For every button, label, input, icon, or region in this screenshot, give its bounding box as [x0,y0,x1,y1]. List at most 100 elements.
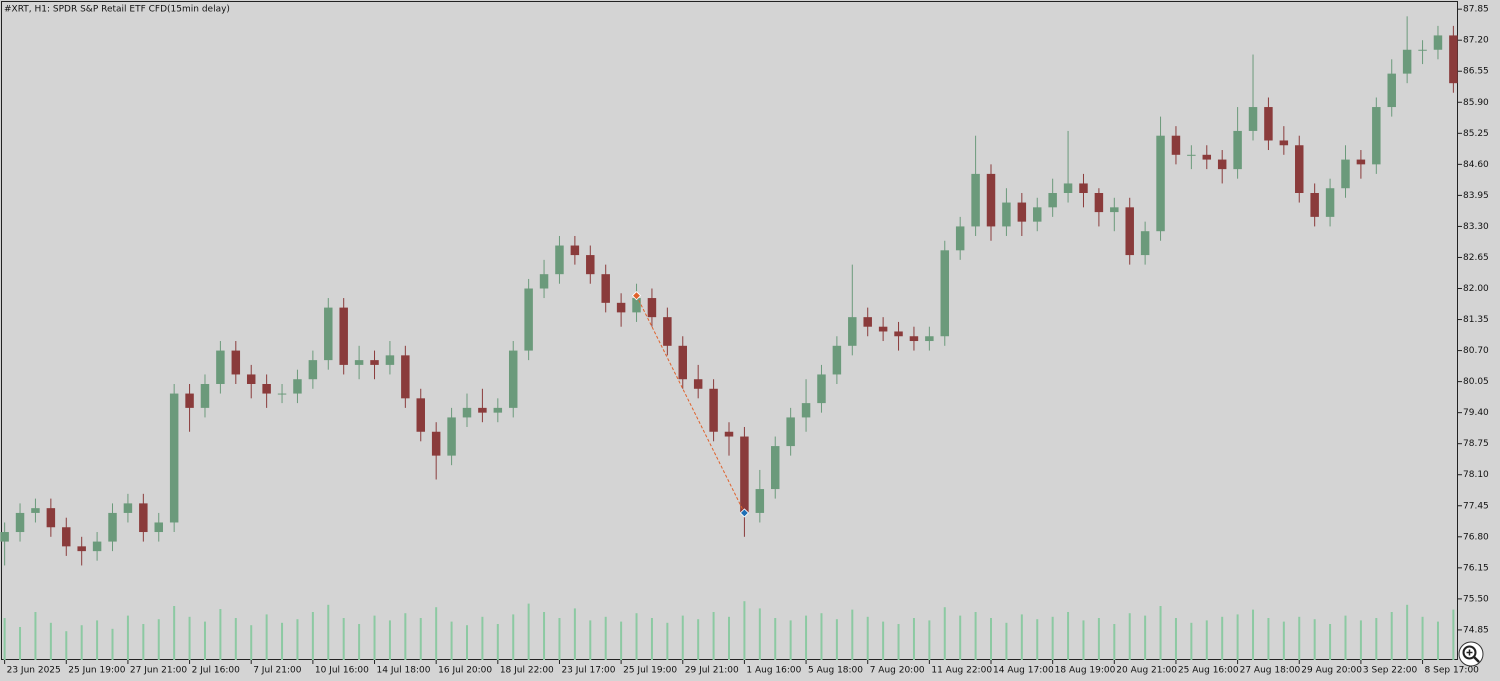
y-tick-label: 80.70 [1463,346,1489,356]
candle-body [909,336,919,342]
candle-body [740,436,749,513]
y-tick-label: 82.65 [1463,253,1489,263]
candle-body [62,527,71,547]
candle-body [92,541,102,552]
x-tick-label: 29 Jul 21:00 [685,666,739,676]
x-tick-label: 14 Aug 17:00 [993,666,1054,676]
candle-body [216,350,225,385]
candle-body [601,274,610,303]
candle-body [1295,145,1304,194]
y-tick-label: 83.95 [1463,191,1489,201]
zoom-handle [1473,656,1480,663]
candle-body [1187,154,1196,156]
candle-body [200,384,210,408]
candle-body [416,398,425,432]
candle-body [724,431,734,437]
candle-body [801,403,811,418]
candle-body [1325,188,1335,217]
candle-body [1048,193,1057,208]
y-tick-label: 78.10 [1463,470,1489,480]
x-tick-label: 3 Sep 22:00 [1363,666,1418,676]
candle-body [539,274,549,289]
y-tick-label: 76.15 [1463,563,1489,573]
x-tick-label: 7 Aug 20:00 [870,666,925,676]
candle-body [31,508,40,513]
candle-body [955,226,965,251]
y-tick-label: 76.80 [1463,532,1489,542]
candle-body [1233,130,1242,170]
candle-body [77,546,86,552]
x-tick-label: 8 Sep 17:00 [1425,666,1480,676]
x-tick-label: 23 Jun 2025 [7,666,61,676]
x-tick-label: 5 Aug 18:00 [808,666,863,676]
x-tick-label: 25 Jun 19:00 [68,666,125,676]
y-tick-label: 75.50 [1463,594,1489,604]
candle-body [385,355,395,365]
y-tick-label: 80.05 [1463,377,1489,387]
candle-body [431,431,441,456]
candle-body [1387,73,1396,108]
candle-body [1372,107,1381,165]
candle-body [786,417,795,447]
zoom-button[interactable] [1458,641,1484,667]
candle-body [1079,183,1088,194]
candle-body [940,250,950,337]
candle-body [1033,207,1042,222]
candle-body [1264,107,1273,141]
trade-entry [631,291,642,301]
x-tick-label: 20 Aug 21:00 [1116,666,1177,676]
candle-body [478,407,487,413]
x-tick-label: 29 Aug 20:00 [1301,666,1362,676]
candle-body [262,384,271,394]
x-tick-label: 10 Jul 16:00 [315,666,369,676]
axis-layer: 87.85 87.20 86.55 85.90 85.25 84.60 83.95 83.30… [4,5,1489,676]
candle-body [832,345,842,375]
x-tick-label: 16 Jul 20:00 [438,666,492,676]
y-tick-label: 86.55 [1463,67,1489,77]
trade-line [636,295,745,514]
y-tick-label: 87.20 [1463,36,1489,46]
x-tick-label: 18 Aug 19:00 [1055,666,1116,676]
price-layer [0,16,1458,566]
candle-body [663,317,672,346]
candle-body [586,255,595,275]
x-tick-label: 18 Jul 22:00 [500,666,554,676]
y-tick-label: 87.85 [1463,5,1489,15]
candle-body [401,355,410,399]
candle-body [1356,159,1366,165]
candle-body [339,307,348,365]
x-tick-label: 25 Jul 19:00 [623,666,677,676]
candle-body [246,374,256,385]
candle-body [154,522,163,533]
y-tick-label: 85.25 [1463,129,1489,139]
x-tick-label: 27 Aug 18:00 [1240,666,1301,676]
candle-body [447,417,456,456]
candle-body [709,388,718,432]
candle-body [524,288,533,351]
candle-body [817,374,826,404]
candle-body [139,503,148,533]
candle-body [1156,135,1165,232]
candle-body [555,245,564,275]
candle-body [1449,35,1458,84]
candle-body [755,489,765,513]
candle-body [1140,231,1150,256]
volume-layer [3,601,1455,660]
zoom-icon[interactable] [1458,641,1484,667]
y-tick-label: 74.85 [1463,625,1489,635]
candle-body [1017,202,1027,222]
candle-body [1279,140,1289,146]
y-tick-label: 82.00 [1463,284,1489,294]
y-tick-label: 79.40 [1463,408,1489,418]
candle-body [1110,207,1119,213]
candle-body [231,350,241,375]
y-tick-label: 81.35 [1463,315,1489,325]
candle-body [1402,49,1412,74]
candle-body [770,446,780,490]
candle-body [678,345,688,380]
candle-body [1248,107,1258,131]
candle-body [308,360,318,380]
candle-body [1418,49,1427,51]
